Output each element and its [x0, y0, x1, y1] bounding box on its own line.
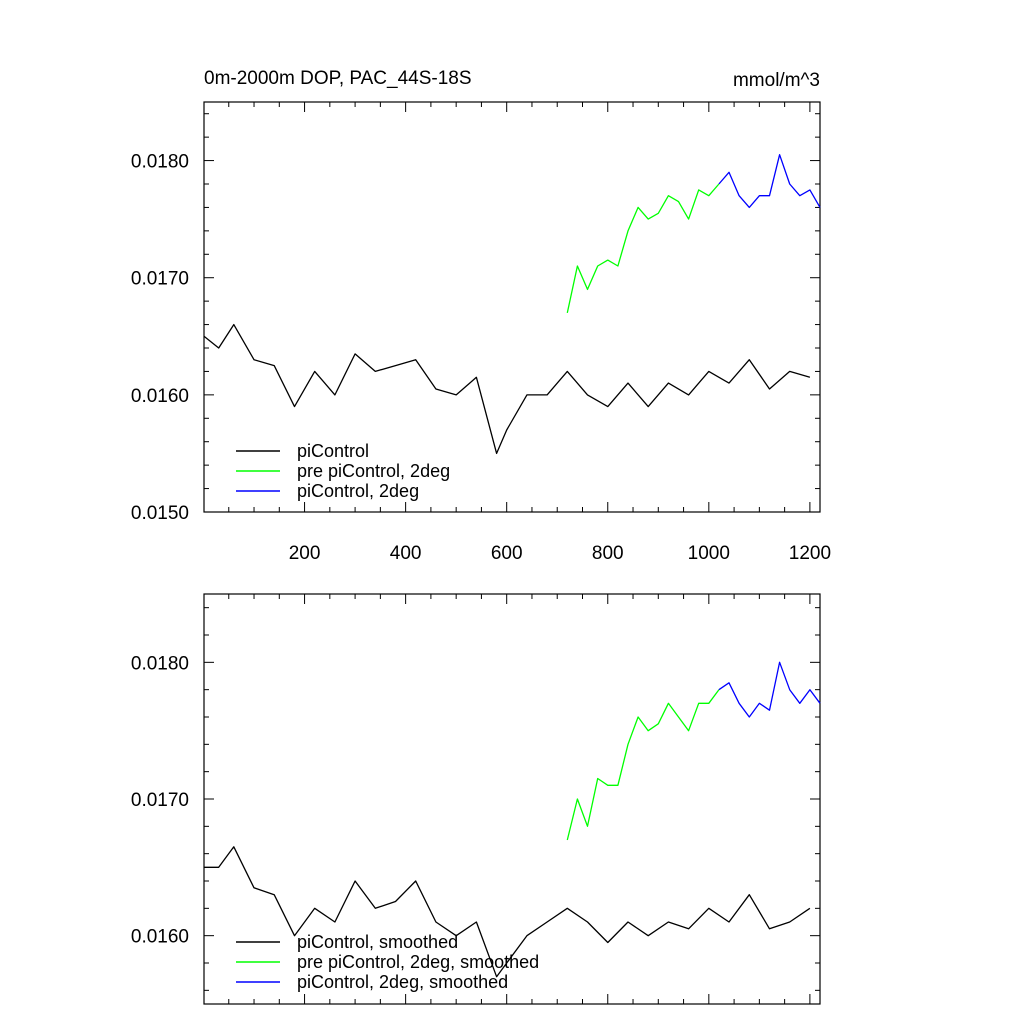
units-label: mmol/m^3: [733, 70, 820, 91]
y-tick-label: 0.0150: [131, 503, 189, 524]
series-line-0: [203, 323, 811, 455]
y-tick-label: 0.0170: [131, 269, 189, 290]
series-line-0: [204, 846, 811, 978]
series-line-2: [718, 661, 821, 718]
series-line-1: [566, 183, 720, 314]
legend-label: piControl, 2deg, smoothed: [297, 972, 508, 992]
legend-label: piControl, smoothed: [297, 932, 458, 952]
legend-label: pre piControl, 2deg, smoothed: [297, 952, 539, 972]
y-tick-label: 0.0180: [131, 152, 189, 173]
series-line-2: [718, 154, 821, 209]
x-tick-label: 1200: [789, 543, 831, 564]
x-tick-label: 600: [491, 543, 523, 564]
legend-label: piControl, 2deg: [297, 481, 419, 501]
top-panel: 0m-2000m DOP, PAC_44S-18S mmol/m^3 200 40…: [131, 68, 831, 564]
x-tick-label: 200: [289, 543, 321, 564]
chart-title: 0m-2000m DOP, PAC_44S-18S: [204, 68, 472, 89]
y-tick-label: 0.0170: [131, 790, 189, 811]
x-tick-label: 800: [592, 543, 624, 564]
legend-label: pre piControl, 2deg: [297, 461, 450, 481]
plot-frame: [203, 101, 821, 513]
x-tick-label: 400: [390, 543, 422, 564]
x-tick-label: 1000: [688, 543, 730, 564]
y-tick-label: 0.0160: [131, 927, 189, 948]
bottom-panel: 0.0160 0.0170 0.0180 piControl, smoothedpr…: [131, 593, 821, 1005]
y-tick-label: 0.0180: [131, 653, 189, 674]
y-tick-label: 0.0160: [131, 386, 189, 407]
legend-label: piControl: [297, 441, 369, 461]
series-line-1: [566, 689, 720, 841]
